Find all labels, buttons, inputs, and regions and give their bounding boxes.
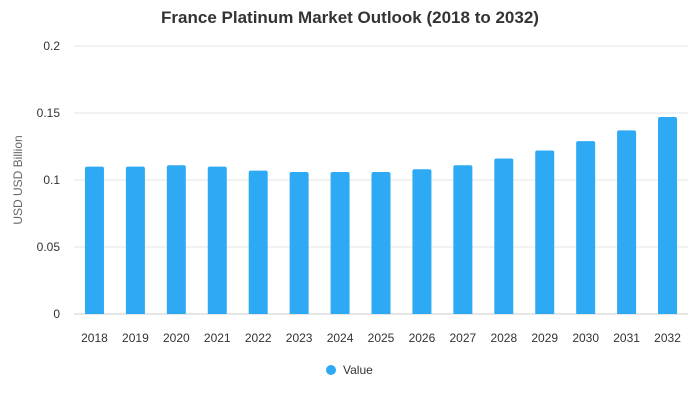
- x-tick-label: 2031: [613, 331, 640, 345]
- bar[interactable]: [84, 166, 104, 314]
- legend[interactable]: Value: [326, 363, 373, 377]
- x-tick-label: 2022: [245, 331, 272, 345]
- y-tick-label: 0.2: [43, 39, 60, 53]
- bar[interactable]: [412, 169, 432, 314]
- x-tick-label: 2026: [409, 331, 436, 345]
- y-tick-label: 0.15: [37, 106, 61, 120]
- x-tick-label: 2019: [122, 331, 149, 345]
- x-tick-label: 2030: [572, 331, 599, 345]
- bar[interactable]: [207, 166, 227, 314]
- x-tick-label: 2032: [654, 331, 681, 345]
- y-tick-label: 0: [53, 307, 60, 321]
- x-tick-label: 2023: [286, 331, 313, 345]
- bar[interactable]: [494, 158, 514, 314]
- x-tick-label: 2029: [531, 331, 558, 345]
- bar[interactable]: [535, 150, 555, 314]
- x-tick-label: 2021: [204, 331, 231, 345]
- bar[interactable]: [289, 171, 309, 314]
- bar[interactable]: [576, 141, 596, 314]
- x-tick-label: 2028: [490, 331, 517, 345]
- bar[interactable]: [166, 165, 186, 314]
- bar[interactable]: [371, 171, 391, 314]
- legend-label: Value: [343, 363, 373, 377]
- y-axis-title: USD USD Billion: [11, 135, 25, 224]
- bar[interactable]: [617, 130, 637, 314]
- y-tick-label: 0.1: [43, 173, 60, 187]
- chart-title: France Platinum Market Outlook (2018 to …: [161, 8, 539, 27]
- x-tick-label: 2020: [163, 331, 190, 345]
- bars: [84, 117, 678, 315]
- x-tick-label: 2025: [368, 331, 395, 345]
- y-tick-label: 0.05: [37, 240, 61, 254]
- bar[interactable]: [658, 117, 678, 315]
- x-tick-label: 2024: [327, 331, 354, 345]
- legend-marker-icon: [326, 365, 336, 375]
- y-axis-ticks: 0 0.05 0.1 0.15 0.2: [37, 39, 61, 321]
- bar[interactable]: [125, 166, 145, 314]
- x-tick-label: 2018: [81, 331, 108, 345]
- bar[interactable]: [453, 165, 473, 314]
- bar[interactable]: [330, 171, 350, 314]
- x-axis-ticks: 2018 2019 2020 2021 2022 2023 2024 2025 2026 2027…: [81, 331, 681, 345]
- bar[interactable]: [248, 170, 268, 314]
- x-tick-label: 2027: [450, 331, 477, 345]
